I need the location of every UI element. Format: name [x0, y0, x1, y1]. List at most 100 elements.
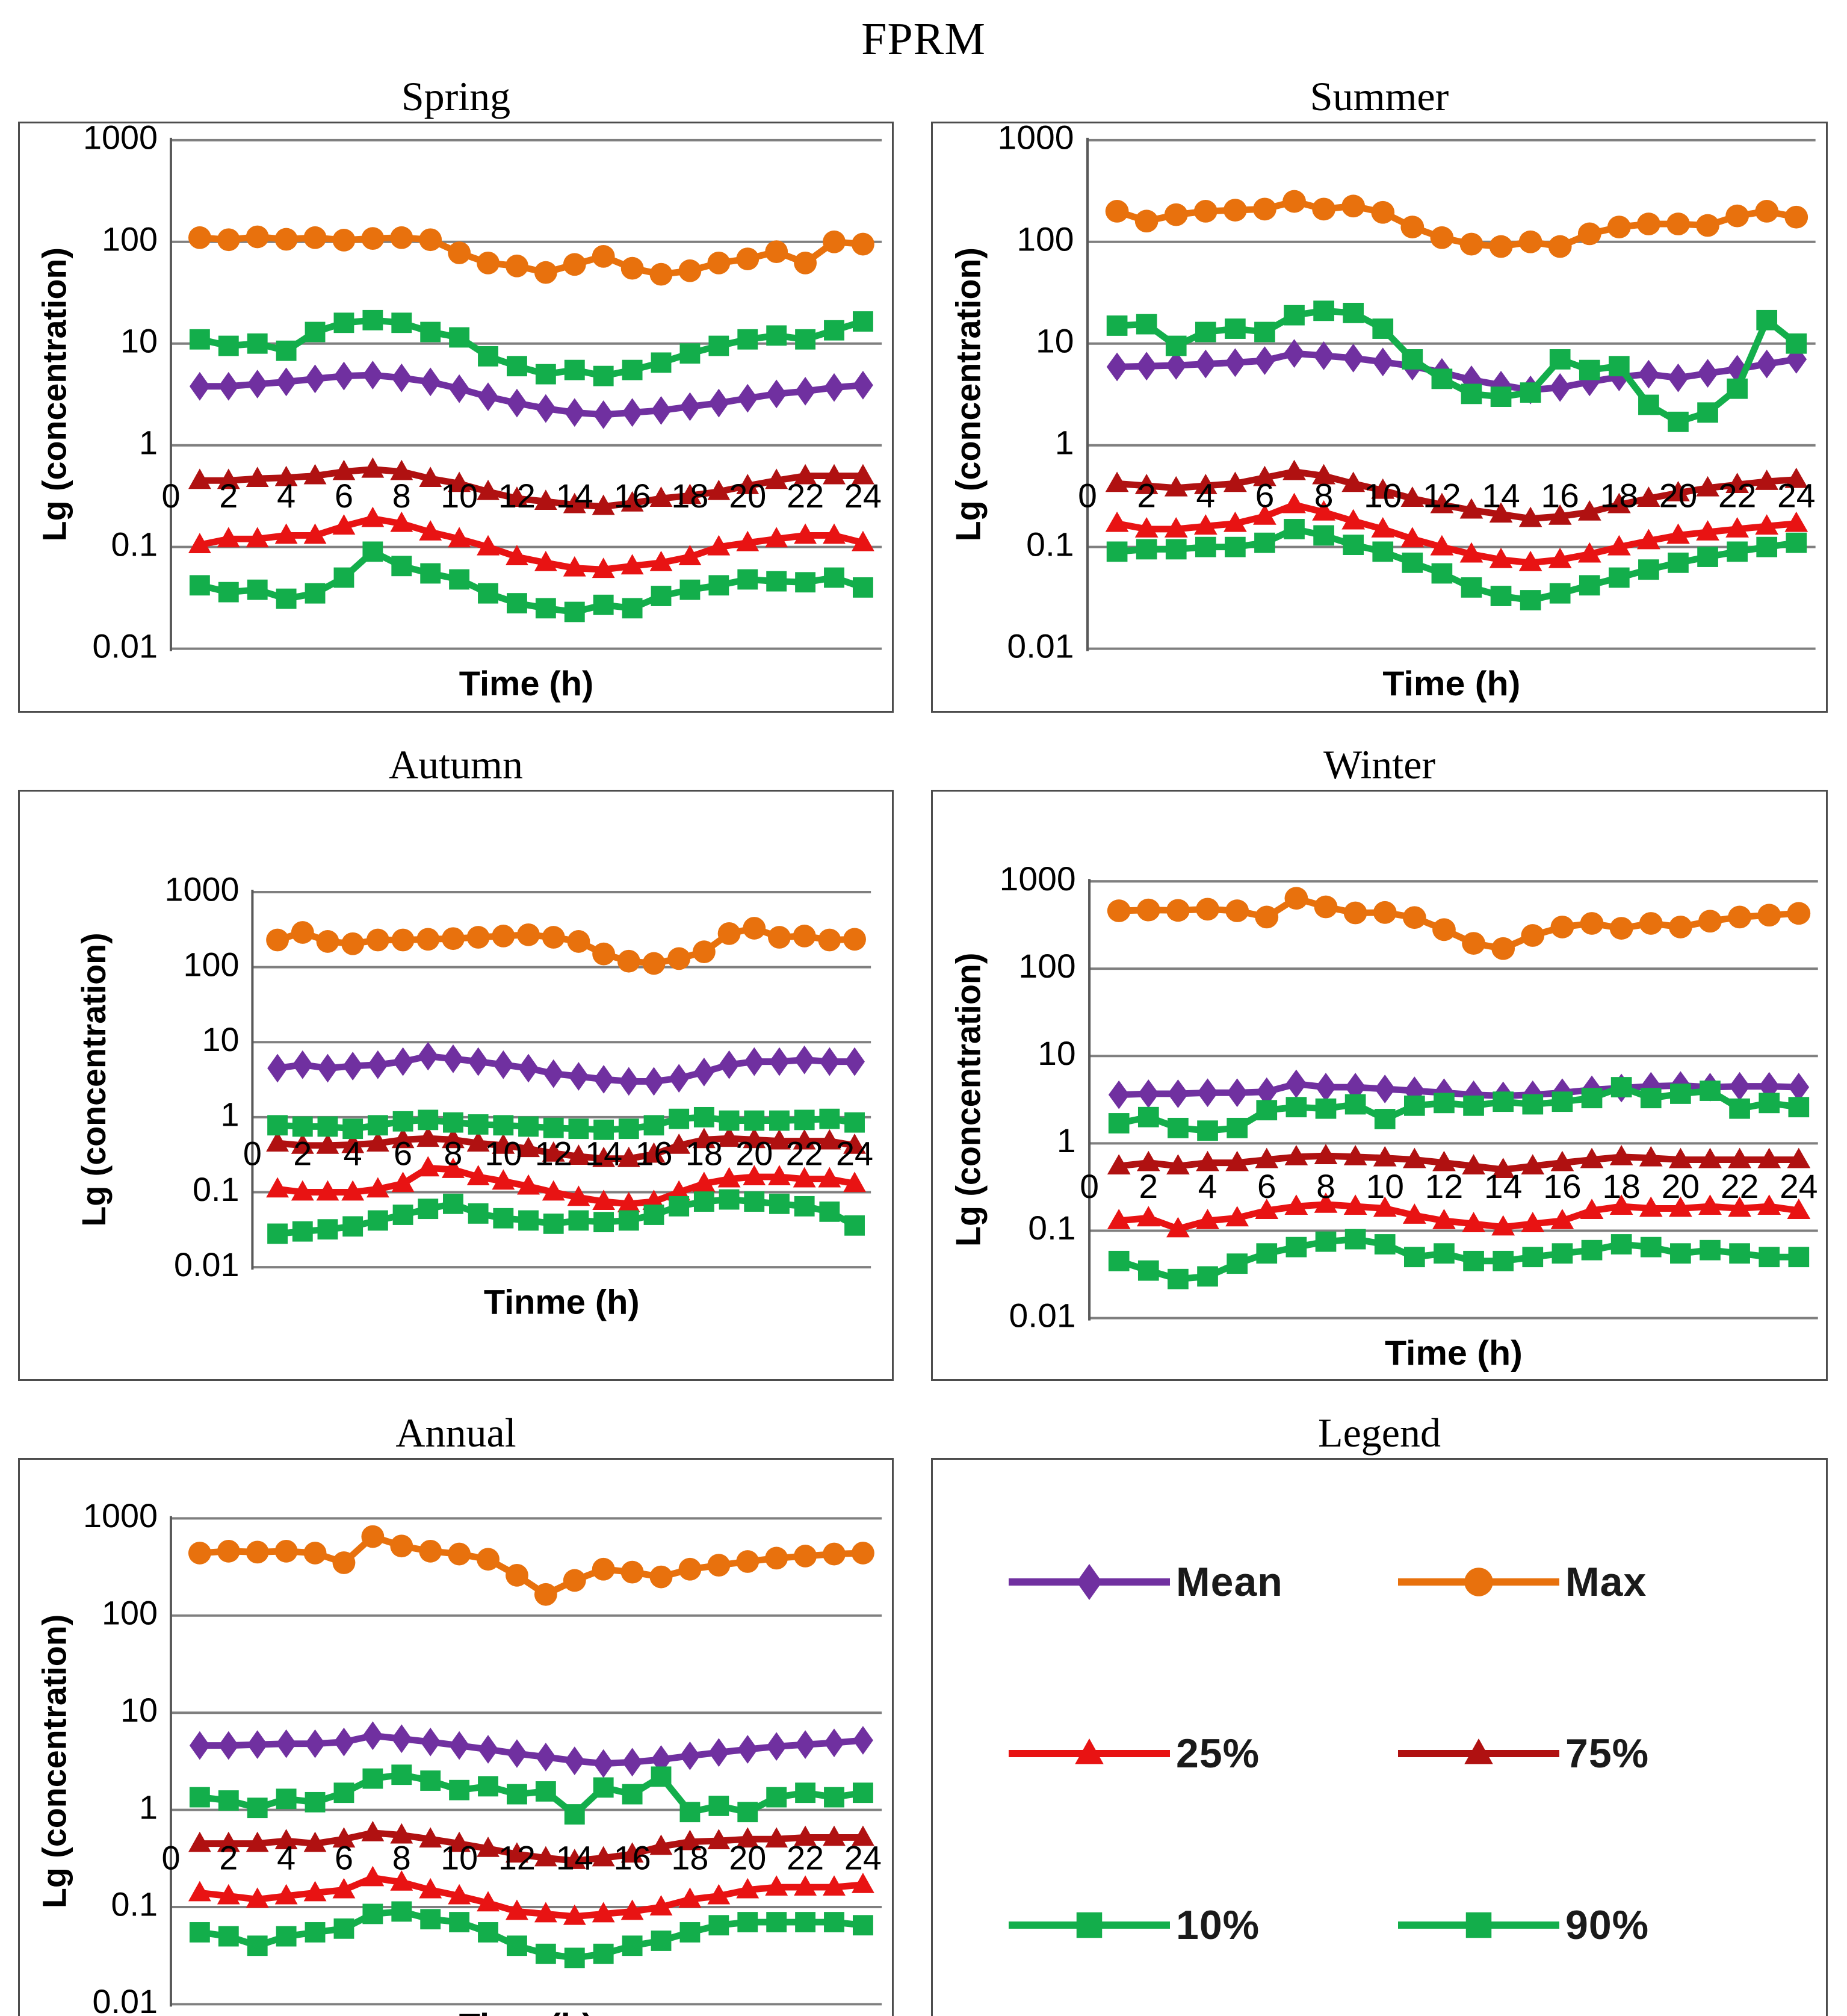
- marker-p10: [824, 567, 844, 588]
- marker-p75: [592, 1846, 615, 1867]
- x-tick-label: 14: [556, 1840, 593, 1877]
- marker-p75: [794, 464, 817, 485]
- marker-p90: [189, 1787, 210, 1808]
- x-tick-label: 18: [685, 1135, 723, 1173]
- marker-max: [1548, 235, 1572, 258]
- marker-p25: [1105, 511, 1129, 532]
- marker-p75: [743, 1127, 766, 1149]
- marker-mean: [719, 1050, 740, 1079]
- marker-max: [1402, 906, 1426, 929]
- marker-max: [736, 1550, 760, 1573]
- x-tick-label: 24: [1777, 477, 1816, 514]
- marker-max: [517, 923, 540, 946]
- x-tick-label: 14: [1484, 1168, 1523, 1205]
- marker-mean: [1168, 1079, 1189, 1108]
- marker-p25: [1193, 514, 1217, 535]
- marker-p25: [1134, 517, 1159, 538]
- marker-p90: [276, 340, 297, 361]
- marker-p75: [419, 467, 442, 488]
- marker-p75: [1255, 1147, 1279, 1168]
- marker-p10: [543, 1213, 564, 1234]
- marker-mean: [679, 1741, 701, 1770]
- marker-p90: [708, 1796, 729, 1816]
- marker-p25: [517, 1174, 540, 1195]
- y-tick-label: 100: [1016, 220, 1074, 258]
- marker-p10: [420, 1909, 441, 1930]
- marker-p25: [1343, 1194, 1367, 1215]
- marker-p90: [367, 1115, 388, 1136]
- marker-p25: [1312, 500, 1335, 521]
- marker-p75: [477, 479, 500, 500]
- marker-mean: [367, 1050, 388, 1079]
- x-tick-label: 4: [277, 1840, 295, 1877]
- legend-entry-max: Max: [1394, 1555, 1784, 1609]
- marker-max: [1577, 222, 1601, 246]
- marker-max: [1728, 905, 1751, 929]
- marker-p25: [303, 1881, 327, 1902]
- marker-p90: [1549, 349, 1571, 370]
- marker-p75: [416, 1126, 440, 1147]
- x-tick-label: 10: [441, 477, 478, 515]
- marker-p90: [1610, 1077, 1632, 1097]
- marker-p25: [765, 1875, 788, 1896]
- marker-p25: [823, 523, 846, 544]
- marker-max: [1696, 214, 1719, 237]
- marker-p10: [218, 582, 239, 603]
- marker-max: [1725, 204, 1749, 228]
- marker-p25: [1639, 1196, 1663, 1217]
- chart-box-winter: 1000 100 10 1 0.1 0.01 Lg (concentration) 0 2 4 6 8…: [931, 790, 1828, 1381]
- marker-p90: [1697, 402, 1718, 423]
- marker-max: [1166, 899, 1190, 922]
- marker-p75: [361, 457, 385, 478]
- x-axis-title: Time (h): [1385, 1334, 1523, 1372]
- marker-mean: [679, 392, 701, 421]
- marker-p10: [1168, 1268, 1189, 1289]
- marker-max: [1784, 205, 1808, 229]
- marker-p90: [795, 329, 816, 350]
- marker-p90: [1108, 1113, 1130, 1134]
- marker-p10: [1403, 1247, 1425, 1268]
- marker-p25: [794, 1875, 817, 1896]
- marker-p25: [188, 533, 211, 554]
- marker-p90: [651, 352, 672, 373]
- marker-p10: [1786, 532, 1807, 553]
- marker-mean: [392, 1047, 413, 1076]
- marker-p10: [622, 1935, 643, 1956]
- marker-p75: [1491, 1158, 1515, 1179]
- marker-p10: [795, 1912, 816, 1932]
- marker-p90: [679, 343, 701, 364]
- marker-max: [217, 1539, 240, 1563]
- x-tick-label: 10: [441, 1840, 478, 1877]
- marker-p10: [1434, 1243, 1455, 1264]
- marker-max: [534, 261, 557, 284]
- y-axis-title: Lg (concentration): [949, 953, 988, 1247]
- marker-p25: [492, 1169, 515, 1190]
- marker-p10: [669, 1196, 690, 1217]
- marker-p10: [535, 598, 556, 619]
- marker-p90: [1402, 349, 1423, 370]
- marker-p10: [708, 575, 729, 596]
- panel-summer: Summer 1000 100 10 1 0.1 0.01 Lg (concentratio…: [931, 71, 1828, 713]
- marker-max: [717, 922, 741, 945]
- marker-max: [188, 1542, 211, 1565]
- marker-mean: [618, 1067, 639, 1096]
- marker-p10: [1402, 552, 1423, 573]
- marker-p10: [1522, 1247, 1544, 1268]
- marker-max: [341, 932, 365, 955]
- marker-mean: [317, 1053, 338, 1083]
- marker-max: [765, 1546, 788, 1570]
- marker-p25: [217, 527, 240, 548]
- marker-max: [361, 227, 385, 250]
- marker-p10: [1461, 577, 1482, 598]
- x-tick-label: 16: [1541, 477, 1579, 514]
- marker-mean: [342, 1052, 364, 1081]
- marker-p25: [843, 1171, 866, 1193]
- marker-p90: [1227, 1117, 1248, 1138]
- marker-mean: [276, 367, 297, 397]
- marker-max: [534, 1583, 557, 1606]
- marker-p75: [1224, 471, 1247, 492]
- marker-max: [620, 1560, 644, 1584]
- marker-max: [1607, 216, 1631, 238]
- marker-mean: [593, 1749, 614, 1778]
- marker-p90: [391, 1764, 412, 1785]
